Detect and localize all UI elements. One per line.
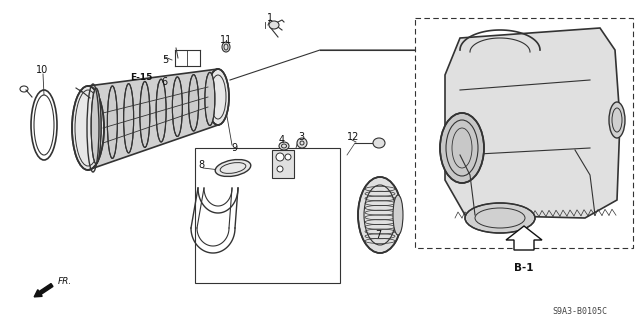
Ellipse shape — [440, 113, 484, 183]
Ellipse shape — [276, 153, 284, 161]
Text: 9: 9 — [231, 143, 237, 153]
Ellipse shape — [72, 86, 104, 170]
Text: 10: 10 — [36, 65, 48, 75]
Polygon shape — [88, 69, 218, 170]
Ellipse shape — [609, 102, 625, 138]
Bar — [195, 148, 340, 283]
Ellipse shape — [277, 166, 283, 172]
Polygon shape — [445, 28, 620, 218]
Ellipse shape — [279, 142, 289, 150]
Text: 11: 11 — [220, 35, 232, 45]
Text: 1: 1 — [267, 13, 273, 23]
Text: 5: 5 — [162, 55, 168, 65]
Text: 6: 6 — [161, 77, 167, 87]
Text: 8: 8 — [198, 160, 204, 170]
FancyArrow shape — [34, 284, 53, 297]
Text: FR.: FR. — [58, 278, 72, 286]
Ellipse shape — [189, 75, 198, 131]
Ellipse shape — [285, 154, 291, 160]
Text: 3: 3 — [298, 132, 304, 142]
Text: 12: 12 — [347, 132, 359, 142]
Ellipse shape — [358, 177, 402, 253]
Ellipse shape — [205, 72, 215, 125]
Bar — [415, 18, 633, 248]
Ellipse shape — [222, 42, 230, 52]
Ellipse shape — [393, 195, 403, 235]
Text: 7: 7 — [375, 230, 381, 240]
Polygon shape — [506, 226, 542, 250]
Ellipse shape — [108, 86, 117, 159]
Ellipse shape — [207, 69, 229, 125]
Ellipse shape — [172, 77, 182, 137]
Text: B-1: B-1 — [515, 263, 534, 273]
Ellipse shape — [465, 203, 535, 233]
Ellipse shape — [297, 138, 307, 148]
Ellipse shape — [215, 160, 251, 176]
Ellipse shape — [91, 88, 101, 164]
Ellipse shape — [373, 138, 385, 148]
Bar — [272, 150, 294, 178]
Ellipse shape — [269, 21, 279, 29]
Text: E-15: E-15 — [130, 73, 152, 83]
Ellipse shape — [156, 79, 166, 142]
Text: S9A3-B0105C: S9A3-B0105C — [552, 308, 607, 316]
Ellipse shape — [140, 81, 150, 147]
Text: 4: 4 — [279, 135, 285, 145]
Ellipse shape — [124, 84, 134, 153]
